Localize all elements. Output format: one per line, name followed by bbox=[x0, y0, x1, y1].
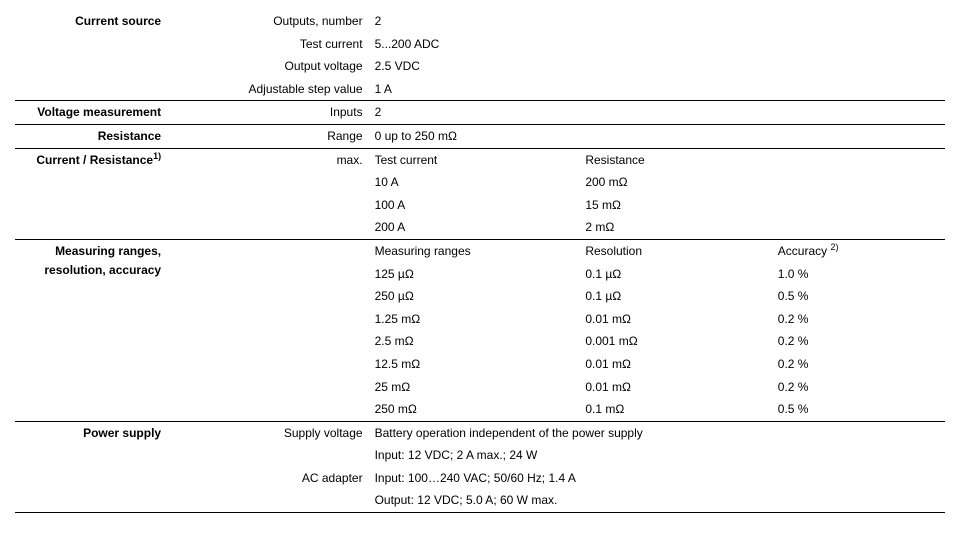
cr-3-v2: 2 mΩ bbox=[579, 216, 771, 239]
mr-6-v2: 0.01 mΩ bbox=[579, 376, 771, 399]
row-voltage-measurement: Voltage measurement Inputs 2 bbox=[15, 101, 945, 125]
param-outputs-number: Outputs, number bbox=[167, 10, 368, 33]
val-output-voltage: 2.5 VDC bbox=[369, 55, 580, 78]
mr-col-header-1: Measuring ranges bbox=[369, 239, 580, 262]
heading-resistance: Resistance bbox=[15, 124, 167, 148]
mr-1-v3: 1.0 % bbox=[772, 263, 945, 286]
row-mr-4: 2.5 mΩ 0.001 mΩ 0.2 % bbox=[15, 330, 945, 353]
cr-col-header-2: Resistance bbox=[579, 148, 771, 171]
mr-7-v1: 250 mΩ bbox=[369, 398, 580, 421]
mr-2-v2: 0.1 µΩ bbox=[579, 285, 771, 308]
cr-1-v2: 200 mΩ bbox=[579, 171, 771, 194]
mr-7-v3: 0.5 % bbox=[772, 398, 945, 421]
heading-voltage-measurement: Voltage measurement bbox=[15, 101, 167, 125]
mr-3-v1: 1.25 mΩ bbox=[369, 308, 580, 331]
mr-4-v3: 0.2 % bbox=[772, 330, 945, 353]
row-resistance: Resistance Range 0 up to 250 mΩ bbox=[15, 124, 945, 148]
param-adjustable-step: Adjustable step value bbox=[167, 78, 368, 101]
mr-3-v3: 0.2 % bbox=[772, 308, 945, 331]
mr-6-v3: 0.2 % bbox=[772, 376, 945, 399]
mr-1-v2: 0.1 µΩ bbox=[579, 263, 771, 286]
cr-2-v1: 100 A bbox=[369, 194, 580, 217]
row-cr-header: Current / Resistance1) max. Test current… bbox=[15, 148, 945, 171]
cr-1-v1: 10 A bbox=[369, 171, 580, 194]
param-inputs: Inputs bbox=[167, 101, 368, 125]
mr-4-v2: 0.001 mΩ bbox=[579, 330, 771, 353]
footnote-2: 2) bbox=[830, 242, 838, 252]
param-output-voltage: Output voltage bbox=[167, 55, 368, 78]
cr-col-header-1: Test current bbox=[369, 148, 580, 171]
param-range: Range bbox=[167, 124, 368, 148]
mr-2-v3: 0.5 % bbox=[772, 285, 945, 308]
mr-2-v1: 250 µΩ bbox=[369, 285, 580, 308]
cr-3-v1: 200 A bbox=[369, 216, 580, 239]
row-ps-ac-1: AC adapter Input: 100…240 VAC; 50/60 Hz;… bbox=[15, 467, 945, 490]
mr-6-v1: 25 mΩ bbox=[369, 376, 580, 399]
mr-col-header-3-text: Accuracy bbox=[778, 244, 831, 258]
row-ps-sv-2: Input: 12 VDC; 2 A max.; 24 W bbox=[15, 444, 945, 467]
mr-5-v2: 0.01 mΩ bbox=[579, 353, 771, 376]
mr-3-v2: 0.01 mΩ bbox=[579, 308, 771, 331]
heading-current-resistance: Current / Resistance1) bbox=[15, 148, 167, 194]
heading-current-source: Current source bbox=[15, 10, 167, 78]
val-ac-line1: Input: 100…240 VAC; 50/60 Hz; 1.4 A bbox=[369, 467, 945, 490]
val-ac-line2: Output: 12 VDC; 5.0 A; 60 W max. bbox=[369, 489, 945, 512]
mr-col-header-3: Accuracy 2) bbox=[772, 239, 945, 262]
heading-current-resistance-text: Current / Resistance bbox=[36, 153, 153, 167]
mr-1-v1: 125 µΩ bbox=[369, 263, 580, 286]
cr-2-v2: 15 mΩ bbox=[579, 194, 771, 217]
mr-5-v3: 0.2 % bbox=[772, 353, 945, 376]
row-ps-sv-1: Power supply Supply voltage Battery oper… bbox=[15, 421, 945, 444]
param-ac-adapter: AC adapter bbox=[167, 467, 368, 490]
row-cr-3: 200 A 2 mΩ bbox=[15, 216, 945, 239]
val-sv-line2: Input: 12 VDC; 2 A max.; 24 W bbox=[369, 444, 945, 467]
row-mr-6: 25 mΩ 0.01 mΩ 0.2 % bbox=[15, 376, 945, 399]
val-adjustable-step: 1 A bbox=[369, 78, 580, 101]
heading-measuring-ranges: Measuring ranges, resolution, accuracy bbox=[15, 239, 167, 330]
mr-4-v1: 2.5 mΩ bbox=[369, 330, 580, 353]
row-mr-7: 250 mΩ 0.1 mΩ 0.5 % bbox=[15, 398, 945, 421]
mr-5-v1: 12.5 mΩ bbox=[369, 353, 580, 376]
param-test-current: Test current bbox=[167, 33, 368, 56]
param-max: max. bbox=[167, 148, 368, 171]
row-ps-ac-2: Output: 12 VDC; 5.0 A; 60 W max. bbox=[15, 489, 945, 512]
val-range: 0 up to 250 mΩ bbox=[369, 124, 580, 148]
mr-col-header-2: Resolution bbox=[579, 239, 771, 262]
row-adjustable-step: Adjustable step value 1 A bbox=[15, 78, 945, 101]
row-current-source-outputs: Current source Outputs, number 2 bbox=[15, 10, 945, 33]
specifications-table: Current source Outputs, number 2 Test cu… bbox=[15, 10, 945, 513]
mr-7-v2: 0.1 mΩ bbox=[579, 398, 771, 421]
val-outputs-number: 2 bbox=[369, 10, 580, 33]
val-inputs: 2 bbox=[369, 101, 580, 125]
row-cr-2: 100 A 15 mΩ bbox=[15, 194, 945, 217]
footnote-1: 1) bbox=[153, 151, 161, 161]
row-mr-5: 12.5 mΩ 0.01 mΩ 0.2 % bbox=[15, 353, 945, 376]
val-test-current: 5...200 ADC bbox=[369, 33, 580, 56]
val-sv-line1: Battery operation independent of the pow… bbox=[369, 421, 945, 444]
heading-power-supply: Power supply bbox=[15, 421, 167, 444]
param-supply-voltage: Supply voltage bbox=[167, 421, 368, 444]
row-mr-header: Measuring ranges, resolution, accuracy M… bbox=[15, 239, 945, 262]
